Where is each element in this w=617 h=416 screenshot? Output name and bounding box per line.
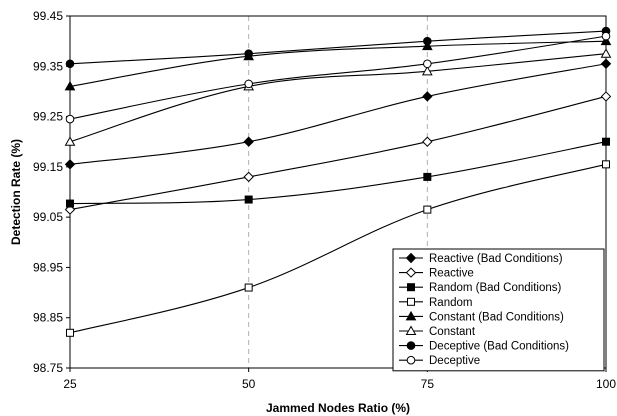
diamond-marker xyxy=(405,252,417,264)
plot-frame xyxy=(69,15,607,369)
x-tick-label: 100 xyxy=(596,377,616,391)
legend-label: Random xyxy=(429,297,472,309)
legend-item: Random xyxy=(399,297,472,309)
y-tick-label: 99.45 xyxy=(33,9,63,23)
diamond-marker xyxy=(243,136,254,147)
diamond-marker xyxy=(600,91,612,102)
series-constant xyxy=(64,48,612,146)
square-marker xyxy=(602,160,610,169)
series-random xyxy=(66,160,610,337)
circle-marker xyxy=(406,341,416,350)
y-tick-label: 99.35 xyxy=(33,59,63,73)
triangle-marker xyxy=(600,48,612,58)
circle-marker xyxy=(65,114,75,124)
legend-item: Deceptive (Bad Conditions) xyxy=(399,341,569,353)
circle-marker xyxy=(423,59,432,69)
diamond-marker xyxy=(64,159,76,170)
circle-marker xyxy=(244,79,253,89)
y-tick-label: 98.95 xyxy=(33,260,63,274)
y-tick-label: 98.85 xyxy=(33,311,63,325)
series-line xyxy=(69,95,607,211)
triangle-marker xyxy=(421,65,433,76)
x-tick-label: 25 xyxy=(63,377,77,391)
circle-marker xyxy=(65,59,75,69)
y-axis-title: Detection Rate (%) xyxy=(9,139,23,245)
legend-item: Reactive (Bad Conditions) xyxy=(399,252,563,265)
circle-marker xyxy=(406,355,416,365)
triangle-marker xyxy=(405,310,417,321)
legend-label: Constant xyxy=(429,326,476,338)
legend-item: Constant xyxy=(399,325,476,338)
legend-label: Deceptive (Bad Conditions) xyxy=(429,341,569,353)
x-axis-title: Jammed Nodes Ratio (%) xyxy=(266,401,410,415)
series-deceptive xyxy=(65,31,611,124)
y-tick-label: 99.15 xyxy=(33,160,63,174)
square-marker xyxy=(244,283,253,292)
legend-box xyxy=(392,248,605,372)
square-marker xyxy=(66,199,74,208)
square-marker xyxy=(407,283,415,292)
triangle-marker xyxy=(405,325,417,335)
series-line xyxy=(69,141,607,205)
series-line xyxy=(69,30,607,65)
diamond-marker xyxy=(422,91,433,102)
legend-label: Reactive xyxy=(429,268,474,280)
square-marker xyxy=(244,195,253,204)
square-marker xyxy=(423,172,432,181)
circle-marker xyxy=(244,49,253,59)
diamond-marker xyxy=(422,136,433,147)
series-reactive-bad-conditions xyxy=(64,58,612,170)
series-deceptive-bad-conditions xyxy=(65,26,611,69)
legend-item: Deceptive xyxy=(399,355,480,367)
legend-label: Deceptive xyxy=(429,355,480,367)
series-line xyxy=(69,40,607,87)
legend-item: Reactive xyxy=(399,267,474,280)
y-tick-label: 99.25 xyxy=(33,110,63,124)
square-marker xyxy=(423,205,432,214)
series-layer xyxy=(64,26,612,337)
diamond-marker xyxy=(243,171,254,183)
series-random-bad-conditions xyxy=(66,137,610,208)
triangle-marker xyxy=(64,136,76,146)
legend-item: Random (Bad Conditions) xyxy=(399,282,561,294)
diamond-marker xyxy=(600,58,612,69)
legend-label: Reactive (Bad Conditions) xyxy=(429,253,563,265)
square-marker xyxy=(602,137,610,146)
y-tick-label: 99.05 xyxy=(33,210,63,224)
series-constant-bad-conditions xyxy=(64,35,612,91)
diamond-marker xyxy=(405,267,417,278)
series-line xyxy=(69,53,607,143)
series-line xyxy=(69,63,607,165)
axis-ticks: 98.75 98.85 98.95 99.05 99.15 99.25 99.35 99.45… xyxy=(33,9,616,391)
x-tick-label: 75 xyxy=(421,377,435,391)
x-tick-label: 50 xyxy=(242,377,256,391)
series-line xyxy=(69,163,607,334)
triangle-marker xyxy=(421,40,433,51)
square-marker xyxy=(66,328,74,337)
legend-label: Constant (Bad Conditions) xyxy=(429,311,564,323)
triangle-marker xyxy=(600,35,612,46)
triangle-marker xyxy=(64,80,76,91)
legend-label: Random (Bad Conditions) xyxy=(429,282,561,294)
circle-marker xyxy=(601,31,611,41)
square-marker xyxy=(407,297,415,306)
circle-marker xyxy=(423,36,432,46)
series-line xyxy=(69,35,607,120)
legend: Reactive (Bad Conditions) Reactive Random … xyxy=(392,248,605,372)
legend-item: Constant (Bad Conditions) xyxy=(399,310,564,323)
y-tick-label: 98.75 xyxy=(33,361,63,375)
